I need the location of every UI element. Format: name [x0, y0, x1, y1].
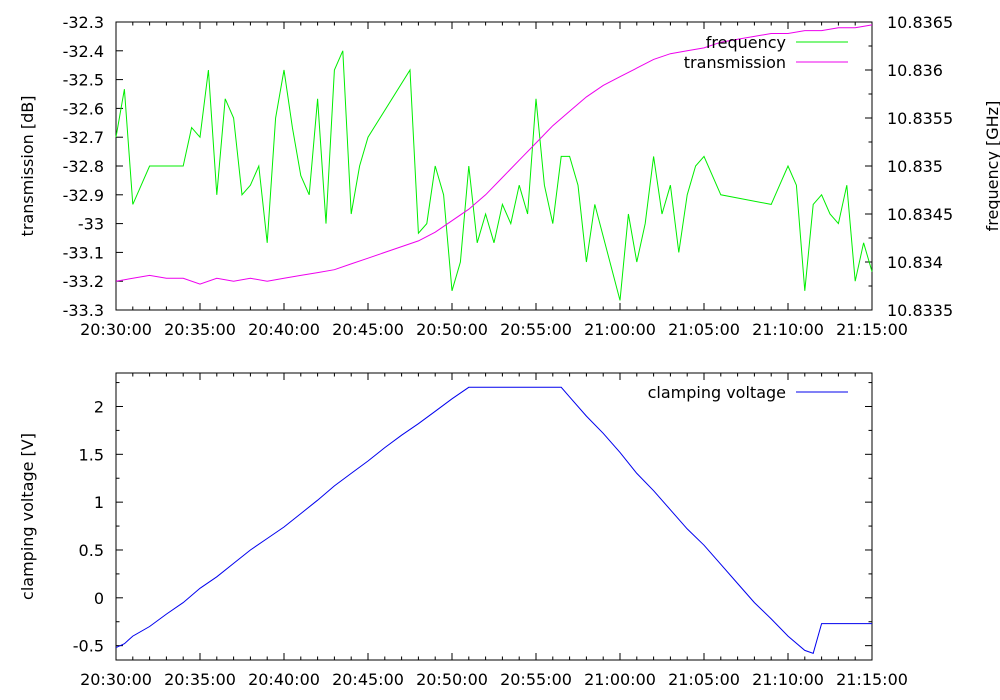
chart-0-x-tick-label: 21:00:00: [584, 320, 656, 339]
chart-0-legend-label-frequency: frequency: [706, 33, 786, 52]
chart-1-series-clamping-voltage-line: [115, 386, 872, 654]
chart-1-y-tick-label: -0.5: [73, 637, 104, 656]
chart-0-y2-tick-label: 10.8345: [887, 205, 953, 224]
chart-1-x-tick-label: 21:15:00: [836, 670, 908, 689]
chart-0-y-tick-label: -32.4: [63, 42, 104, 61]
chart-0-series-frequency-line: [115, 50, 873, 301]
chart-0-y-axis-title: transmission [dB]: [18, 96, 37, 237]
chart-0-x-tick-label: 21:15:00: [836, 320, 908, 339]
chart-0-x-tick-label: 20:45:00: [332, 320, 404, 339]
chart-1-x-tick-label: 20:30:00: [80, 670, 152, 689]
chart-0-y-tick-label: -33.2: [63, 272, 104, 291]
chart-0-y-tick-label: -32.5: [63, 71, 104, 90]
chart-1-x-tick-label: 20:45:00: [332, 670, 404, 689]
chart-0-x-tick-label: 20:50:00: [416, 320, 488, 339]
chart-1-x-tick-label: 21:05:00: [668, 670, 740, 689]
chart-0-y-tick-label: -33.1: [63, 243, 104, 262]
chart-0-y-tick-label: -32.9: [63, 186, 104, 205]
chart-1-x-tick-label: 20:55:00: [500, 670, 572, 689]
chart-0-y-tick-label: -32.8: [63, 157, 104, 176]
chart-1-x-tick-label: 20:50:00: [416, 670, 488, 689]
chart-1-y-tick-label: 0.5: [79, 541, 104, 560]
chart-0-series-transmission-line: [115, 24, 873, 285]
chart-1-x-tick-label: 21:10:00: [752, 670, 824, 689]
chart-0-x-tick-label: 21:05:00: [668, 320, 740, 339]
chart-1-x-tick-label: 20:35:00: [164, 670, 236, 689]
chart-0-x-tick-label: 20:30:00: [80, 320, 152, 339]
chart-0-y2-tick-label: 10.835: [887, 157, 943, 176]
chart-1-y-tick-label: 1: [94, 493, 104, 512]
chart-1-x-tick-label: 20:40:00: [248, 670, 320, 689]
chart-1-y-tick-label: 1.5: [79, 445, 104, 464]
chart-1-y-axis-title: clamping voltage [V]: [18, 433, 37, 600]
chart-0-y-tick-label: -32.6: [63, 99, 104, 118]
chart-0-y2-tick-label: 10.8365: [887, 13, 953, 32]
chart-0-y2-tick-label: 10.8355: [887, 109, 953, 128]
chart-0-y2-tick-label: 10.834: [887, 253, 943, 272]
chart-0-x-tick-label: 20:55:00: [500, 320, 572, 339]
chart-0-y-tick-label: -33: [78, 215, 104, 234]
chart-1-legend-label-clamping-voltage: clamping voltage: [648, 383, 786, 402]
chart-1-y-tick-label: 2: [94, 397, 104, 416]
chart-1-y-tick-label: 0: [94, 589, 104, 608]
chart-0-x-tick-label: 20:35:00: [164, 320, 236, 339]
chart-1-plot-frame: [115, 372, 873, 661]
chart-0-x-tick-label: 21:10:00: [752, 320, 824, 339]
chart-0-y2-tick-label: 10.836: [887, 61, 943, 80]
chart-0-y2-tick-label: 10.8335: [887, 301, 953, 320]
chart-0-y-tick-label: -32.7: [63, 128, 104, 147]
chart-0-y2-axis-title: frequency [GHz]: [983, 101, 1000, 232]
chart-0-x-tick-label: 20:40:00: [248, 320, 320, 339]
chart-0-y-tick-label: -33.3: [63, 301, 104, 320]
chart-0-y-tick-label: -32.3: [63, 13, 104, 32]
chart-0-legend-label-transmission: transmission: [684, 53, 786, 72]
chart-1-x-tick-label: 21:00:00: [584, 670, 656, 689]
